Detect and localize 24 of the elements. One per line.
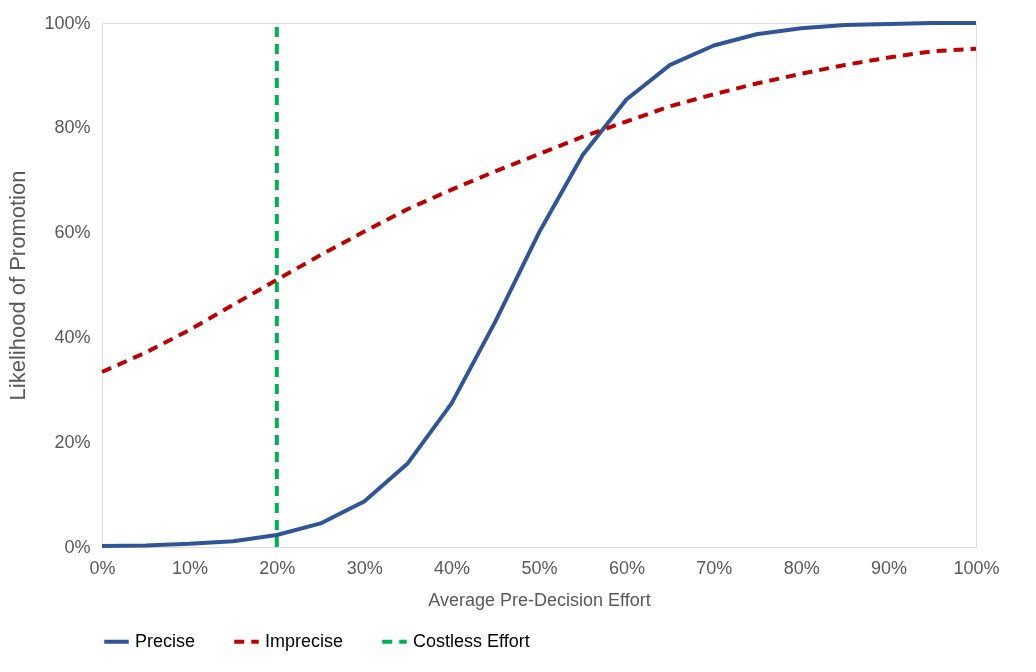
x-tick-label: 0% (89, 557, 116, 578)
x-tick-label: 80% (783, 557, 820, 578)
y-tick-label: 80% (54, 117, 91, 138)
y-tick-label: 40% (54, 326, 91, 347)
x-tick-label: 100% (953, 557, 1000, 578)
legend-label: Precise (135, 630, 196, 651)
line-series (100, 46, 978, 374)
x-tick-label: 50% (521, 557, 558, 578)
y-tick-label: 0% (64, 536, 91, 557)
y-tick-label: 60% (54, 222, 91, 243)
y-axis-title: Likelihood of Promotion (5, 170, 31, 401)
legend-label: Costless Effort (413, 630, 530, 651)
x-tick-label: 40% (434, 557, 471, 578)
line-series (100, 21, 978, 548)
x-tick-label: 30% (346, 557, 383, 578)
y-tick-label: 20% (54, 431, 91, 452)
x-axis-title: Average Pre-Decision Effort (428, 589, 651, 610)
y-tick-label: 100% (44, 12, 91, 33)
x-tick-label: 70% (696, 557, 733, 578)
x-tick-label: 90% (871, 557, 908, 578)
legend-label: Imprecise (265, 630, 344, 651)
x-tick-label: 60% (608, 557, 645, 578)
x-tick-label: 20% (259, 557, 296, 578)
x-tick-label: 10% (171, 557, 208, 578)
